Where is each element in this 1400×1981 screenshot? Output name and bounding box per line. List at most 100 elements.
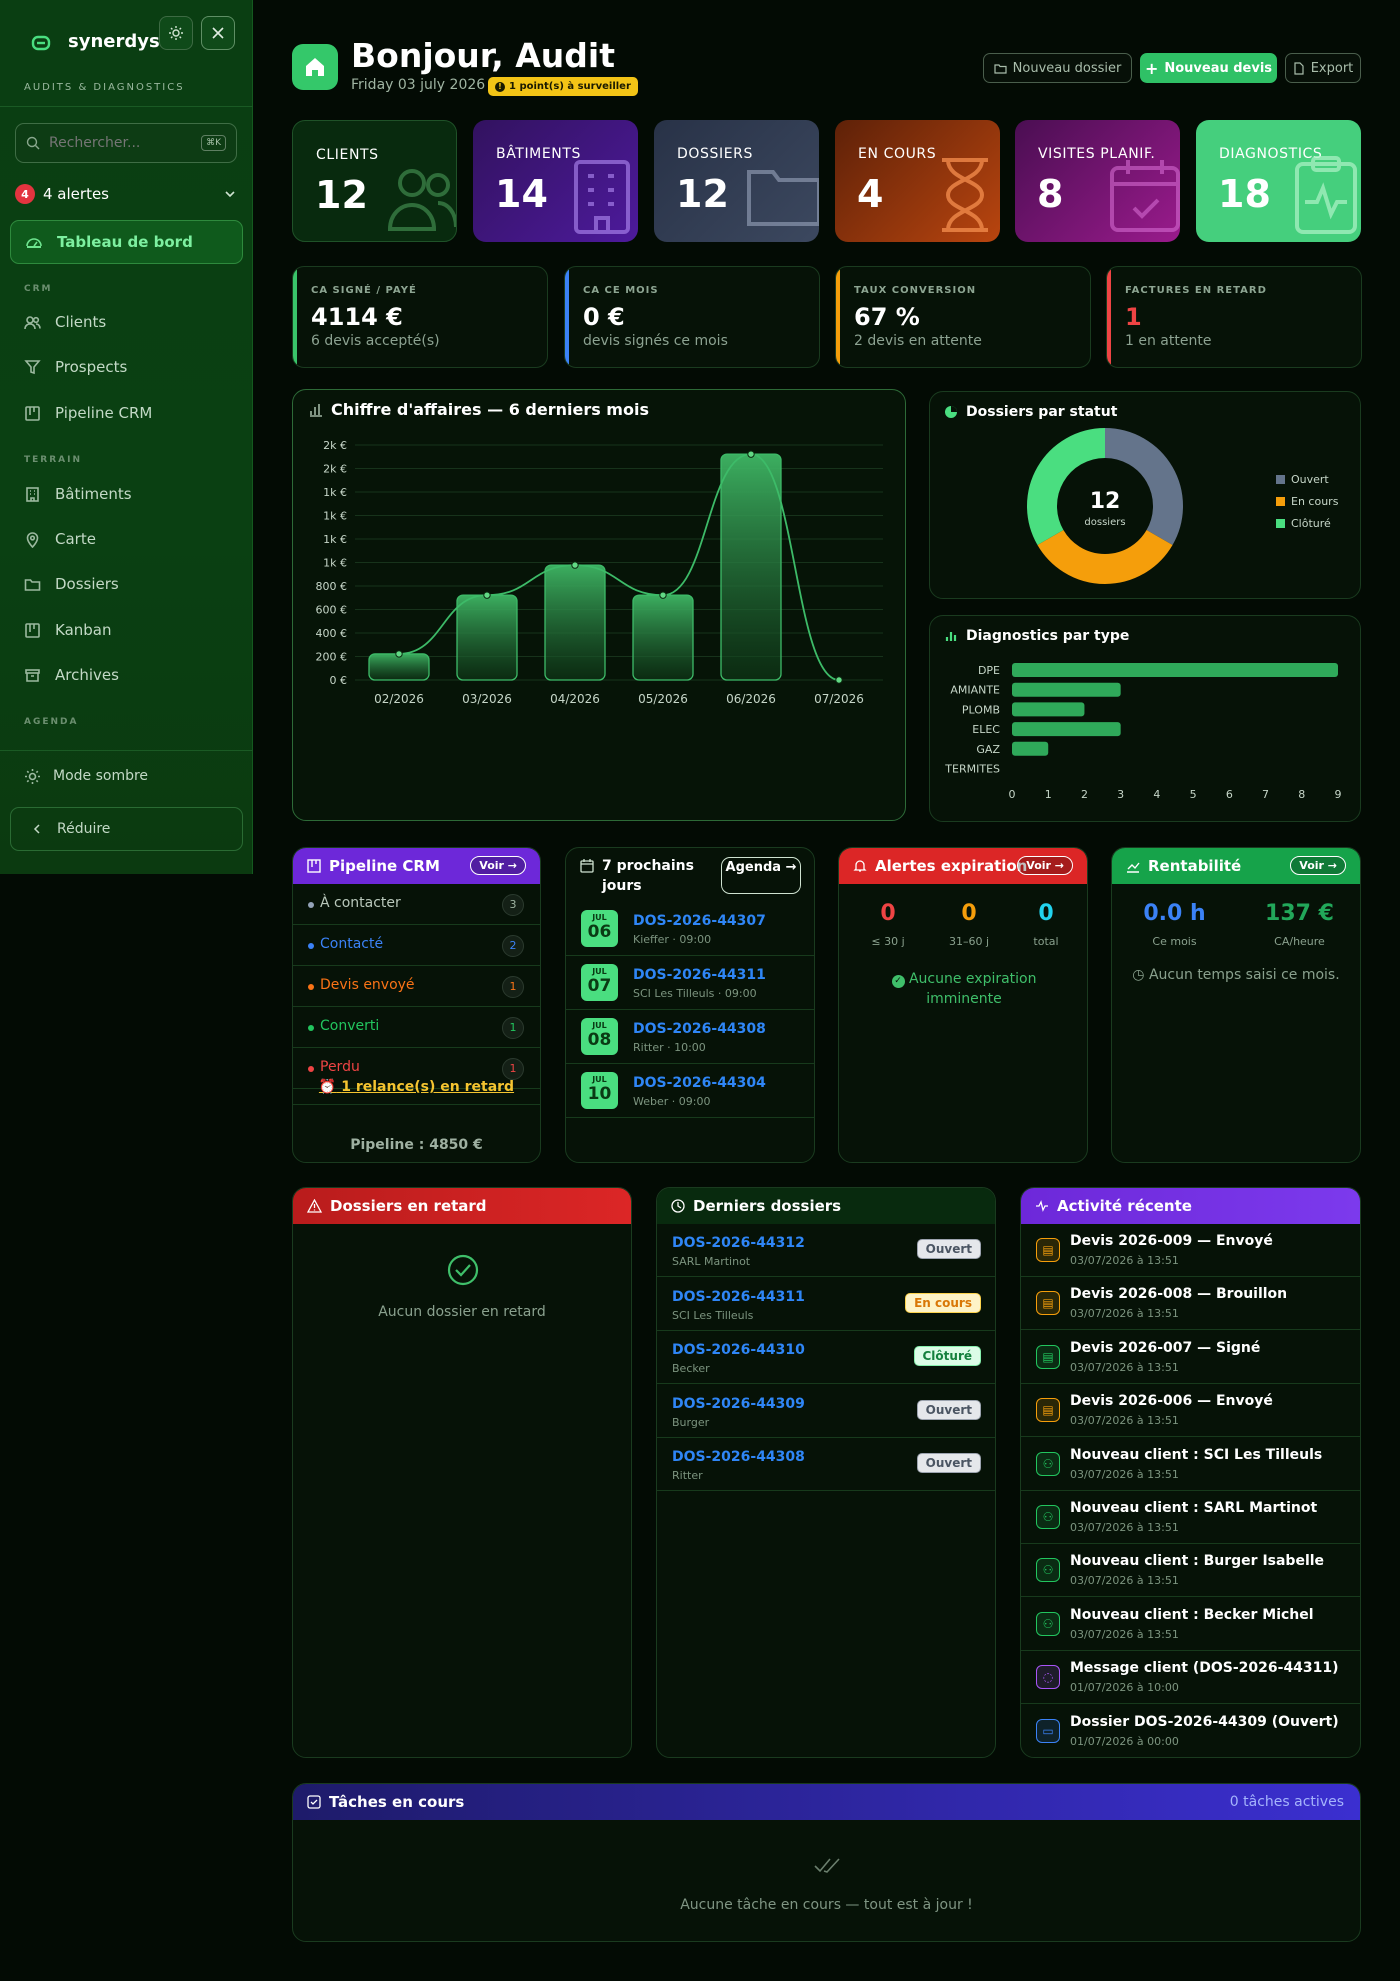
date-month: JUL bbox=[592, 1021, 607, 1030]
folder-ref-link[interactable]: DOS-2026-44311 bbox=[672, 1288, 805, 1305]
sidebar-item-dashboard[interactable]: Tableau de bord bbox=[10, 220, 243, 264]
pipeline-stage-row[interactable]: À contacter 3 bbox=[293, 884, 540, 925]
logo-icon bbox=[30, 32, 52, 54]
sidebar-item-dossiers[interactable]: Dossiers bbox=[24, 569, 234, 599]
collapse-sidebar-button[interactable]: Réduire bbox=[10, 807, 243, 851]
data-point[interactable] bbox=[747, 450, 755, 458]
bar[interactable] bbox=[456, 594, 518, 681]
theme-toggle-button[interactable] bbox=[159, 16, 193, 50]
upcoming-item[interactable]: JUL 06 DOS-2026-44307 Kieffer · 09:00 bbox=[566, 902, 814, 956]
activity-item[interactable]: ⚇ Nouveau client : Becker Michel 03/07/202… bbox=[1021, 1598, 1360, 1651]
sidebar-item-carte[interactable]: Carte bbox=[24, 524, 234, 554]
expiry-header: Alertes expiration Voir → bbox=[839, 848, 1087, 884]
alerts-toggle[interactable]: 4 4 alertes bbox=[15, 182, 237, 206]
folder-row[interactable]: DOS-2026-44308 Ritter Ouvert bbox=[657, 1438, 995, 1491]
folder-ref-link[interactable]: DOS-2026-44311 bbox=[633, 967, 766, 983]
bar[interactable] bbox=[720, 453, 782, 681]
pipeline-stage-row[interactable]: Contacté 2 bbox=[293, 925, 540, 966]
tasks-panel: Tâches en cours 0 tâches actives Aucune … bbox=[292, 1783, 1361, 1942]
warning-text: 1 point(s) à surveiller bbox=[509, 81, 631, 92]
sidebar-item-archives[interactable]: Archives bbox=[24, 660, 234, 690]
calendar-check-icon bbox=[1110, 160, 1180, 232]
kpi-diagnostics[interactable]: DIAGNOSTICS 18 bbox=[1196, 120, 1361, 242]
folder-row[interactable]: DOS-2026-44311 SCI Les Tilleuls En cours bbox=[657, 1278, 995, 1331]
donut-slice[interactable] bbox=[1027, 428, 1106, 545]
folder-ref-link[interactable]: DOS-2026-44308 bbox=[633, 1021, 766, 1037]
sun-icon bbox=[25, 768, 40, 784]
x-tick-label: 06/2026 bbox=[726, 692, 776, 706]
bar[interactable] bbox=[1012, 682, 1121, 697]
bar[interactable] bbox=[1012, 663, 1338, 677]
warning-badge[interactable]: ! 1 point(s) à surveiller bbox=[488, 77, 638, 96]
folder-ref-link[interactable]: DOS-2026-44310 bbox=[672, 1342, 805, 1358]
folder-row[interactable]: DOS-2026-44312 SARL Martinot Ouvert bbox=[657, 1224, 995, 1277]
voir-button[interactable]: Voir → bbox=[1017, 856, 1073, 875]
relance-link[interactable]: ⏰ 1 relance(s) en retard bbox=[293, 1079, 540, 1095]
pipeline-stage-row[interactable]: Perdu 1 bbox=[293, 1048, 540, 1089]
folder-ref-link[interactable]: DOS-2026-44312 bbox=[672, 1235, 805, 1251]
kpi-dossiers[interactable]: DOSSIERS 12 bbox=[654, 120, 819, 242]
kpi-batiments[interactable]: BÂTIMENTS 14 bbox=[473, 120, 638, 242]
sidebar-item-kanban[interactable]: Kanban bbox=[24, 615, 234, 645]
activity-item[interactable]: ⚇ Nouveau client : SARL Martinot 03/07/202… bbox=[1021, 1491, 1360, 1544]
folder-row[interactable]: DOS-2026-44310 Becker Clôturé bbox=[657, 1331, 995, 1384]
activity-item[interactable]: ⚇ Nouveau client : SCI Les Tilleuls 03/07/… bbox=[1021, 1438, 1360, 1491]
data-point[interactable] bbox=[571, 561, 579, 569]
dark-mode-toggle[interactable]: Mode sombre bbox=[24, 761, 234, 791]
export-button[interactable]: Export bbox=[1285, 53, 1361, 83]
data-point[interactable] bbox=[835, 676, 843, 684]
sidebar-item-clients[interactable]: Clients bbox=[24, 307, 234, 337]
close-sidebar-button[interactable] bbox=[201, 16, 235, 50]
sidebar-item-batiments[interactable]: Bâtiments bbox=[24, 479, 234, 509]
upcoming-item[interactable]: JUL 10 DOS-2026-44304 Weber · 09:00 bbox=[566, 1064, 814, 1118]
folder-row[interactable]: DOS-2026-44309 Burger Ouvert bbox=[657, 1385, 995, 1438]
donut-slice[interactable] bbox=[1104, 428, 1183, 545]
activity-item[interactable]: ▭ Dossier DOS-2026-44309 (Ouvert) 01/07/20… bbox=[1021, 1705, 1360, 1757]
folder-ref-link[interactable]: DOS-2026-44309 bbox=[672, 1395, 805, 1412]
bar[interactable] bbox=[544, 564, 606, 681]
activity-item[interactable]: ⚇ Nouveau client : Burger Isabelle 03/07/2… bbox=[1021, 1544, 1360, 1598]
bar[interactable] bbox=[1012, 722, 1121, 737]
sidebar-item-prospects[interactable]: Prospects bbox=[24, 352, 234, 382]
activity-item[interactable]: ▤ Devis 2026-009 — Envoyé 03/07/2026 à 13:… bbox=[1021, 1224, 1360, 1277]
data-point[interactable] bbox=[483, 591, 491, 599]
pipeline-stage-row[interactable]: Converti 1 bbox=[293, 1007, 540, 1048]
new-quote-button[interactable]: + Nouveau devis bbox=[1140, 53, 1277, 83]
kpi-clients[interactable]: CLIENTS 12 bbox=[292, 120, 457, 242]
sidebar-item-pipeline[interactable]: Pipeline CRM bbox=[24, 398, 234, 428]
search-box[interactable]: ⌘K bbox=[15, 123, 237, 163]
bar[interactable] bbox=[1012, 741, 1049, 756]
folder-ref-link[interactable]: DOS-2026-44307 bbox=[633, 913, 766, 929]
home-icon bbox=[306, 58, 324, 76]
kanban-icon bbox=[25, 405, 40, 421]
search-input[interactable] bbox=[49, 135, 194, 151]
voir-button[interactable]: Voir → bbox=[1290, 856, 1346, 875]
upcoming-item[interactable]: JUL 08 DOS-2026-44308 Ritter · 10:00 bbox=[566, 1010, 814, 1064]
new-folder-button[interactable]: Nouveau dossier bbox=[983, 53, 1132, 83]
upcoming-item[interactable]: JUL 07 DOS-2026-44311 SCI Les Tilleuls · 09… bbox=[566, 956, 814, 1010]
data-point[interactable] bbox=[395, 650, 403, 658]
bar[interactable] bbox=[368, 653, 430, 681]
data-point[interactable] bbox=[659, 591, 667, 599]
folder-ref-link[interactable]: DOS-2026-44308 bbox=[672, 1449, 805, 1465]
agenda-button[interactable]: Agenda → bbox=[721, 857, 801, 894]
folder-ref-link[interactable]: DOS-2026-44304 bbox=[633, 1075, 766, 1091]
kpi-en-cours[interactable]: EN COURS 4 bbox=[835, 120, 1000, 242]
activity-item[interactable]: ◌ Message client (DOS-2026-44311) 01/07/20… bbox=[1021, 1651, 1360, 1705]
map-pin-icon bbox=[26, 531, 39, 548]
donut-slice[interactable] bbox=[1037, 529, 1173, 584]
warning-icon bbox=[307, 1199, 322, 1213]
bar[interactable] bbox=[1012, 702, 1085, 717]
activity-item[interactable]: ▤ Devis 2026-008 — Brouillon 03/07/2026 à … bbox=[1021, 1277, 1360, 1331]
kpi-visites[interactable]: VISITES PLANIF. 8 bbox=[1015, 120, 1180, 242]
bar[interactable] bbox=[632, 594, 694, 681]
trend-up-icon bbox=[1127, 862, 1140, 873]
divider bbox=[1021, 1382, 1360, 1384]
expiry-count: 0 bbox=[1038, 901, 1054, 926]
activity-item[interactable]: ▤ Devis 2026-007 — Signé 03/07/2026 à 13:5… bbox=[1021, 1331, 1360, 1384]
page-title: Bonjour, Audit bbox=[351, 36, 615, 75]
pipeline-stage-row[interactable]: Devis envoyé 1 bbox=[293, 966, 540, 1007]
activity-item[interactable]: ▤ Devis 2026-006 — Envoyé 03/07/2026 à 13:… bbox=[1021, 1384, 1360, 1438]
voir-button[interactable]: Voir → bbox=[470, 856, 526, 875]
panel-title: Dossiers en retard bbox=[330, 1197, 487, 1215]
